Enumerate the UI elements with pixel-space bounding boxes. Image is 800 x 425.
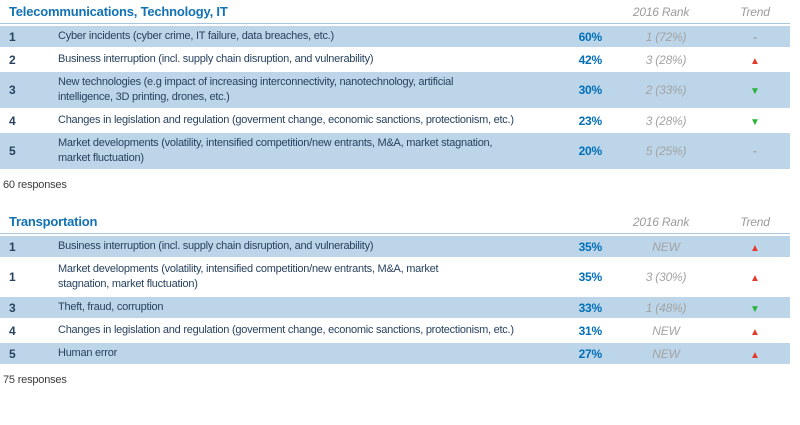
risk-table-transportation: Transportation 2016 Rank Trend 1 Busines… — [0, 213, 790, 386]
rank-cell: 5 — [9, 144, 16, 158]
trend-cell: - — [720, 142, 790, 160]
rank-cell: 3 — [9, 83, 16, 97]
percentage-value: 30% — [578, 83, 603, 97]
percentage-value: 42% — [578, 52, 603, 67]
rank-2016-value: 3 (30%) — [645, 270, 687, 284]
risk-description: Business interruption (incl. supply chai… — [58, 53, 374, 65]
trend-up-icon: ▲ — [750, 242, 760, 254]
trend-cell: ▲ — [720, 268, 790, 286]
trend-cell: ▼ — [720, 81, 790, 99]
rank-2016-value: 1 (72%) — [645, 29, 687, 44]
table-row: 1 Business interruption (incl. supply ch… — [0, 236, 790, 257]
percentage-value: 60% — [578, 29, 603, 44]
trend-down-icon: ▼ — [750, 86, 760, 97]
table-row: 5 Market developments (volatility, inten… — [0, 133, 790, 169]
table-header: Transportation 2016 Rank Trend — [0, 213, 790, 234]
trend-cell: ▲ — [720, 345, 790, 363]
trend-up-icon: ▲ — [750, 55, 760, 67]
risk-description: Changes in legislation and regulation (g… — [58, 324, 514, 336]
rank-cell: 5 — [9, 346, 16, 361]
trend-up-icon: ▲ — [750, 273, 760, 284]
rank-2016-value: NEW — [652, 239, 680, 254]
responses-count: 75 responses — [3, 374, 67, 386]
column-header-trend: Trend — [740, 214, 770, 229]
table-row: 2 Business interruption (incl. supply ch… — [0, 49, 790, 70]
trend-down-icon: ▼ — [750, 303, 760, 315]
rank-cell: 1 — [9, 29, 16, 44]
rank-2016-value: 2 (33%) — [645, 83, 687, 97]
rank-2016-value: 3 (28%) — [645, 113, 687, 128]
section-gap — [0, 191, 800, 213]
table-header: Telecommunications, Technology, IT 2016 … — [0, 3, 790, 24]
column-header-2016-rank: 2016 Rank — [632, 4, 690, 19]
risk-description: Market developments (volatility, intensi… — [58, 137, 493, 164]
risk-table-telecom: Telecommunications, Technology, IT 2016 … — [0, 3, 790, 191]
trend-up-icon: ▲ — [750, 326, 760, 338]
risk-description: Theft, fraud, corruption — [58, 301, 164, 313]
percentage-value: 35% — [578, 239, 603, 254]
trend-down-icon: ▼ — [750, 116, 760, 128]
column-header-trend: Trend — [740, 4, 770, 19]
trend-cell: ▲ — [720, 322, 790, 340]
rank-2016-value: NEW — [652, 346, 680, 361]
percentage-value: 23% — [578, 113, 603, 128]
percentage-value: 31% — [578, 323, 603, 338]
trend-cell: ▲ — [720, 238, 790, 256]
table-row: 1 Cyber incidents (cyber crime, IT failu… — [0, 26, 790, 47]
percentage-value: 35% — [578, 270, 603, 284]
rank-cell: 4 — [9, 113, 16, 128]
responses-count: 60 responses — [3, 179, 67, 191]
risk-description: Changes in legislation and regulation (g… — [58, 114, 514, 126]
rank-2016-value: 3 (28%) — [645, 52, 687, 67]
rank-2016-value: 1 (48%) — [645, 300, 687, 315]
trend-cell: ▲ — [720, 51, 790, 69]
rank-2016-value: NEW — [652, 323, 680, 338]
rank-cell: 1 — [9, 239, 16, 254]
risk-description: Human error — [58, 347, 117, 359]
table-title: Transportation — [9, 214, 98, 229]
percentage-value: 33% — [578, 300, 603, 315]
risk-description: New technologies (e.g impact of increasi… — [58, 76, 454, 103]
table-row: 3 Theft, fraud, corruption 33% 1 (48%) ▼ — [0, 297, 790, 318]
trend-cell: ▼ — [720, 112, 790, 130]
table-row: 3 New technologies (e.g impact of increa… — [0, 72, 790, 108]
trend-cell: - — [720, 28, 790, 46]
table-title: Telecommunications, Technology, IT — [9, 4, 228, 19]
risk-description: Cyber incidents (cyber crime, IT failure… — [58, 30, 334, 42]
rank-cell: 4 — [9, 323, 16, 338]
risk-description: Business interruption (incl. supply chai… — [58, 240, 374, 252]
trend-up-icon: ▲ — [750, 349, 760, 361]
table-row: 5 Human error 27% NEW ▲ — [0, 343, 790, 364]
rank-cell: 1 — [9, 270, 16, 284]
trend-flat-icon: - — [753, 29, 757, 44]
rank-cell: 2 — [9, 52, 16, 67]
column-header-2016-rank: 2016 Rank — [632, 214, 690, 229]
percentage-value: 27% — [578, 346, 603, 361]
trend-cell: ▼ — [720, 299, 790, 317]
table-row: 1 Market developments (volatility, inten… — [0, 259, 790, 295]
table-row: 4 Changes in legislation and regulation … — [0, 320, 790, 341]
percentage-value: 20% — [578, 144, 603, 158]
trend-flat-icon: - — [753, 144, 757, 158]
rank-cell: 3 — [9, 300, 16, 315]
risk-description: Market developments (volatility, intensi… — [58, 263, 439, 290]
rank-2016-value: 5 (25%) — [645, 144, 687, 158]
table-row: 4 Changes in legislation and regulation … — [0, 110, 790, 131]
